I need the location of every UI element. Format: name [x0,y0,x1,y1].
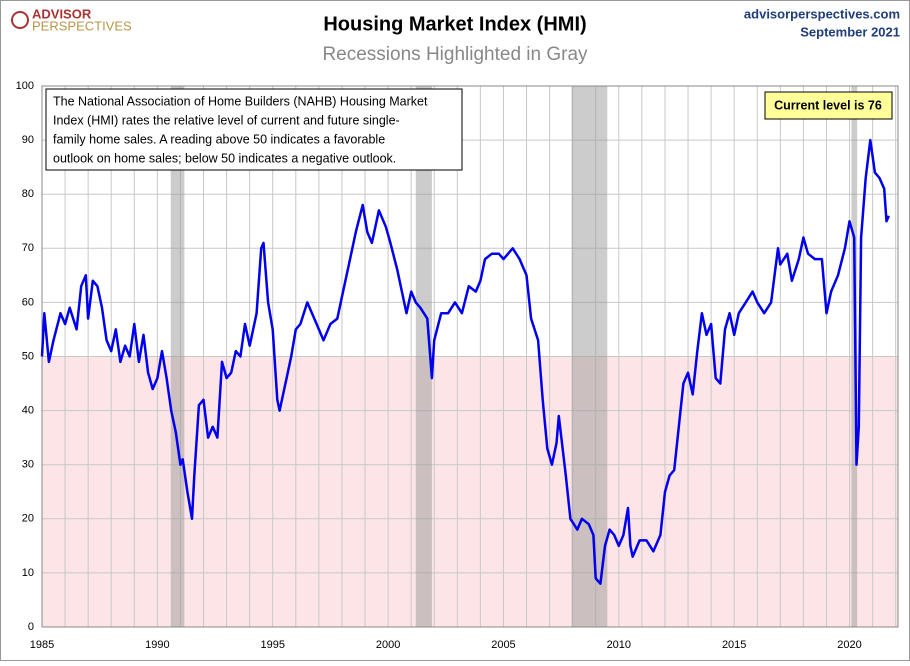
source: advisorperspectives.com [744,6,900,21]
x-tick-label: 1985 [30,639,54,651]
recession-band [415,86,432,627]
y-tick-label: 80 [22,188,34,200]
callout-box [764,91,893,120]
y-tick-label: 20 [22,513,34,525]
y-tick-label: 60 [22,296,34,308]
x-tick-label: 2010 [607,639,631,651]
logo-text: PERSPECTIVES [32,18,132,33]
annotation-box [45,88,463,171]
y-tick-label: 90 [22,134,34,146]
x-tick-label: 1990 [145,639,169,651]
recession-band [170,86,185,627]
data-line [40,138,890,585]
annotation-text: family home sales. A reading above 50 in… [53,132,385,146]
negative-zone [42,356,898,627]
y-tick-label: 30 [22,459,34,471]
x-tick-label: 1995 [260,639,284,651]
x-tick-label: 2015 [722,639,746,651]
chart-subtitle: Recessions Highlighted in Gray [322,44,588,65]
y-tick-label: 0 [28,621,34,633]
annotation-text: Index (HMI) rates the relative level of … [53,113,400,127]
y-tick-label: 70 [22,242,34,254]
recession-band [571,86,608,627]
callout-text: Current level is 76 [774,98,882,112]
y-tick-label: 100 [16,80,34,92]
y-tick-label: 40 [22,405,34,417]
x-tick-label: 2005 [491,639,515,651]
logo-text: ADVISOR [32,6,92,21]
x-tick-label: 2020 [837,639,861,651]
x-tick-label: 2000 [376,639,400,651]
y-tick-label: 50 [22,350,34,362]
annotation-text: The National Association of Home Builder… [53,94,428,108]
annotation-text: outlook on home sales; below 50 indicate… [53,151,396,165]
y-tick-label: 10 [22,567,34,579]
date: September 2021 [800,24,900,39]
chart-title: Housing Market Index (HMI) [323,13,586,35]
logo-icon [11,11,29,29]
